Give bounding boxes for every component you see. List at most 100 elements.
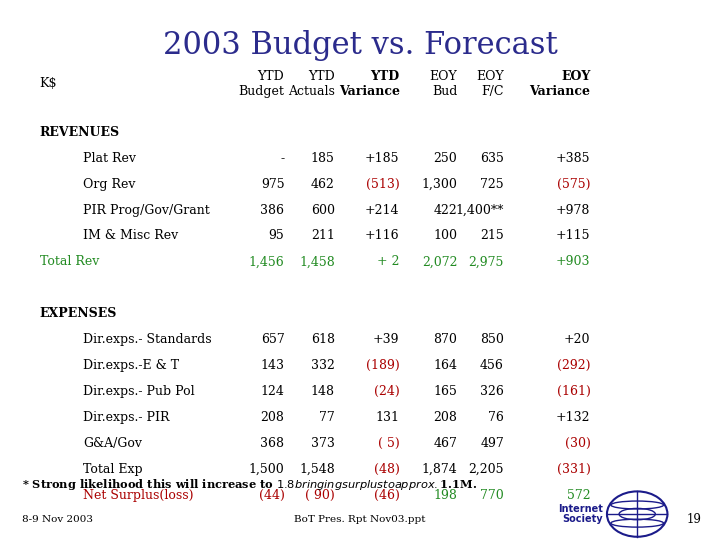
Text: Plat Rev: Plat Rev <box>83 152 136 165</box>
Text: (575): (575) <box>557 178 590 191</box>
Text: +39: +39 <box>373 333 400 346</box>
Text: Society: Society <box>563 515 603 524</box>
Text: 497: 497 <box>480 437 504 450</box>
Text: +132: +132 <box>556 411 590 424</box>
Text: 572: 572 <box>567 489 590 502</box>
Text: 2003 Budget vs. Forecast: 2003 Budget vs. Forecast <box>163 30 557 60</box>
Text: 467: 467 <box>433 437 457 450</box>
Text: PIR Prog/Gov/Grant: PIR Prog/Gov/Grant <box>83 204 210 217</box>
Text: K$: K$ <box>40 77 57 90</box>
Text: YTD
Budget: YTD Budget <box>238 70 284 98</box>
Text: 1,456: 1,456 <box>248 255 284 268</box>
Text: 2,975: 2,975 <box>469 255 504 268</box>
Text: (189): (189) <box>366 359 400 372</box>
Text: 250: 250 <box>433 152 457 165</box>
Text: 635: 635 <box>480 152 504 165</box>
Text: 100: 100 <box>433 230 457 242</box>
Text: 2,205: 2,205 <box>469 463 504 476</box>
Text: (24): (24) <box>374 385 400 398</box>
Text: 462: 462 <box>311 178 335 191</box>
Text: EOY
Variance: EOY Variance <box>529 70 590 98</box>
Text: BoT Pres. Rpt Nov03.ppt: BoT Pres. Rpt Nov03.ppt <box>294 515 426 524</box>
Text: Dir.exps.-E & T: Dir.exps.-E & T <box>83 359 179 372</box>
Text: 1,400**: 1,400** <box>456 204 504 217</box>
Text: 165: 165 <box>433 385 457 398</box>
Text: 148: 148 <box>311 385 335 398</box>
Text: (161): (161) <box>557 385 590 398</box>
Text: 124: 124 <box>261 385 284 398</box>
Text: 215: 215 <box>480 230 504 242</box>
Text: 211: 211 <box>311 230 335 242</box>
Text: 725: 725 <box>480 178 504 191</box>
Text: IM & Misc Rev: IM & Misc Rev <box>83 230 178 242</box>
Text: + 2: + 2 <box>377 255 400 268</box>
Text: ( 5): ( 5) <box>378 437 400 450</box>
Text: YTD
Actuals: YTD Actuals <box>288 70 335 98</box>
Text: 8-9 Nov 2003: 8-9 Nov 2003 <box>22 515 93 524</box>
Text: 422: 422 <box>433 204 457 217</box>
Text: 164: 164 <box>433 359 457 372</box>
Text: Dir.exps.- PIR: Dir.exps.- PIR <box>83 411 169 424</box>
Text: Internet: Internet <box>559 504 603 514</box>
Text: +115: +115 <box>556 230 590 242</box>
Text: 76: 76 <box>488 411 504 424</box>
Text: G&A/Gov: G&A/Gov <box>83 437 142 450</box>
Text: * Strong likelihood this will increase to $1.8 bringing surplus to approx. $1.1M: * Strong likelihood this will increase t… <box>22 477 477 492</box>
Text: 185: 185 <box>311 152 335 165</box>
Text: EXPENSES: EXPENSES <box>40 307 117 320</box>
Text: (513): (513) <box>366 178 400 191</box>
Text: 208: 208 <box>433 411 457 424</box>
Text: 77: 77 <box>319 411 335 424</box>
Text: 1,500: 1,500 <box>248 463 284 476</box>
Text: 618: 618 <box>311 333 335 346</box>
Text: (46): (46) <box>374 489 400 502</box>
Text: EOY
F/C: EOY F/C <box>476 70 504 98</box>
Text: (44): (44) <box>258 489 284 502</box>
Text: 95: 95 <box>269 230 284 242</box>
Text: 198: 198 <box>433 489 457 502</box>
Text: 373: 373 <box>311 437 335 450</box>
Text: 850: 850 <box>480 333 504 346</box>
Text: YTD
Variance: YTD Variance <box>338 70 400 98</box>
Text: 1,874: 1,874 <box>421 463 457 476</box>
Text: Total Exp: Total Exp <box>83 463 143 476</box>
Text: (331): (331) <box>557 463 590 476</box>
Text: +185: +185 <box>365 152 400 165</box>
Text: Dir.exps.- Pub Pol: Dir.exps.- Pub Pol <box>83 385 194 398</box>
Text: -: - <box>280 152 284 165</box>
Text: ( 90): ( 90) <box>305 489 335 502</box>
Text: 208: 208 <box>261 411 284 424</box>
Text: REVENUES: REVENUES <box>40 126 120 139</box>
Text: 456: 456 <box>480 359 504 372</box>
Text: Org Rev: Org Rev <box>83 178 135 191</box>
Text: Net Surplus(loss): Net Surplus(loss) <box>83 489 193 502</box>
Text: (292): (292) <box>557 359 590 372</box>
Text: 386: 386 <box>261 204 284 217</box>
Text: 600: 600 <box>311 204 335 217</box>
Text: 131: 131 <box>376 411 400 424</box>
Text: (30): (30) <box>564 437 590 450</box>
Text: 143: 143 <box>261 359 284 372</box>
Text: 19: 19 <box>687 513 702 526</box>
Text: +903: +903 <box>556 255 590 268</box>
Text: 657: 657 <box>261 333 284 346</box>
Text: 770: 770 <box>480 489 504 502</box>
Text: 1,300: 1,300 <box>421 178 457 191</box>
Text: (48): (48) <box>374 463 400 476</box>
Text: +116: +116 <box>365 230 400 242</box>
Text: 1,548: 1,548 <box>299 463 335 476</box>
Text: 2,072: 2,072 <box>422 255 457 268</box>
Text: Total Rev: Total Rev <box>40 255 99 268</box>
Text: 1,458: 1,458 <box>299 255 335 268</box>
Text: EOY
Bud: EOY Bud <box>429 70 457 98</box>
Text: 975: 975 <box>261 178 284 191</box>
Text: +20: +20 <box>564 333 590 346</box>
Text: 332: 332 <box>311 359 335 372</box>
Text: Dir.exps.- Standards: Dir.exps.- Standards <box>83 333 212 346</box>
Text: +978: +978 <box>556 204 590 217</box>
Text: 368: 368 <box>261 437 284 450</box>
Text: +385: +385 <box>556 152 590 165</box>
Text: +214: +214 <box>365 204 400 217</box>
Text: 870: 870 <box>433 333 457 346</box>
Text: 326: 326 <box>480 385 504 398</box>
